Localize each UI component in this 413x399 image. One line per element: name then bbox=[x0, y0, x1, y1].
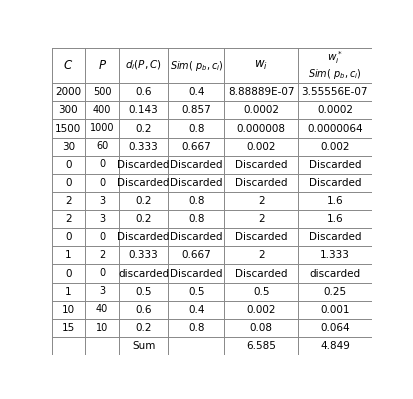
Text: discarded: discarded bbox=[118, 269, 169, 279]
Text: Discarded: Discarded bbox=[309, 160, 361, 170]
Text: 3: 3 bbox=[99, 286, 105, 296]
Text: 0: 0 bbox=[99, 268, 105, 278]
Text: $\mathit{w_i}$: $\mathit{w_i}$ bbox=[254, 59, 268, 72]
Text: 1: 1 bbox=[65, 251, 72, 261]
Text: 0: 0 bbox=[99, 232, 105, 242]
Text: 2: 2 bbox=[258, 251, 265, 261]
Text: 0.000008: 0.000008 bbox=[237, 124, 286, 134]
Text: 15: 15 bbox=[62, 323, 75, 333]
Text: 4.849: 4.849 bbox=[320, 341, 350, 351]
Text: 0.8: 0.8 bbox=[188, 124, 205, 134]
Text: 0.2: 0.2 bbox=[135, 323, 152, 333]
Text: 2000: 2000 bbox=[55, 87, 81, 97]
Text: 0.0002: 0.0002 bbox=[243, 105, 279, 115]
Text: 0: 0 bbox=[65, 232, 72, 242]
Text: 0.8: 0.8 bbox=[188, 323, 205, 333]
Text: 60: 60 bbox=[96, 141, 108, 151]
Text: 0.6: 0.6 bbox=[135, 305, 152, 315]
Text: 0.2: 0.2 bbox=[135, 214, 152, 224]
Text: Discarded: Discarded bbox=[117, 232, 170, 242]
Text: 0.002: 0.002 bbox=[320, 142, 350, 152]
Text: 1: 1 bbox=[65, 286, 72, 297]
Text: 0.667: 0.667 bbox=[182, 142, 211, 152]
Text: 0.4: 0.4 bbox=[188, 87, 205, 97]
Text: Discarded: Discarded bbox=[170, 232, 223, 242]
Text: 0.2: 0.2 bbox=[135, 196, 152, 206]
Text: 400: 400 bbox=[93, 105, 111, 115]
Text: 0.25: 0.25 bbox=[323, 286, 347, 297]
Text: Discarded: Discarded bbox=[117, 160, 170, 170]
Text: 0: 0 bbox=[99, 160, 105, 170]
Text: 6.585: 6.585 bbox=[246, 341, 276, 351]
Text: 0: 0 bbox=[65, 178, 72, 188]
Text: 30: 30 bbox=[62, 142, 75, 152]
Text: Discarded: Discarded bbox=[170, 160, 223, 170]
Text: 40: 40 bbox=[96, 304, 108, 314]
Text: $\mathit{Sim(\ p_b,c_i)}$: $\mathit{Sim(\ p_b,c_i)}$ bbox=[308, 67, 362, 81]
Text: 8.88889E-07: 8.88889E-07 bbox=[228, 87, 294, 97]
Text: 2: 2 bbox=[65, 196, 72, 206]
Text: Discarded: Discarded bbox=[235, 269, 287, 279]
Text: 1.6: 1.6 bbox=[327, 214, 343, 224]
Text: 500: 500 bbox=[93, 87, 111, 97]
Text: Discarded: Discarded bbox=[170, 269, 223, 279]
Text: $\mathit{P}$: $\mathit{P}$ bbox=[97, 59, 107, 72]
Text: 1.6: 1.6 bbox=[327, 196, 343, 206]
Text: 1500: 1500 bbox=[55, 124, 81, 134]
Text: Discarded: Discarded bbox=[309, 232, 361, 242]
Text: 0.8: 0.8 bbox=[188, 196, 205, 206]
Text: 0.002: 0.002 bbox=[247, 305, 276, 315]
Text: Discarded: Discarded bbox=[117, 178, 170, 188]
Text: 0.143: 0.143 bbox=[129, 105, 159, 115]
Text: 2: 2 bbox=[65, 214, 72, 224]
Text: $\mathit{C}$: $\mathit{C}$ bbox=[63, 59, 74, 72]
Text: 2: 2 bbox=[99, 250, 105, 260]
Text: 1000: 1000 bbox=[90, 123, 114, 133]
Text: 0.4: 0.4 bbox=[188, 305, 205, 315]
Text: 0.5: 0.5 bbox=[253, 286, 270, 297]
Text: 300: 300 bbox=[59, 105, 78, 115]
Text: 0.08: 0.08 bbox=[250, 323, 273, 333]
Text: 3: 3 bbox=[99, 214, 105, 224]
Text: 0.333: 0.333 bbox=[129, 142, 159, 152]
Text: 0.5: 0.5 bbox=[135, 286, 152, 297]
Text: 3.55556E-07: 3.55556E-07 bbox=[301, 87, 368, 97]
Text: $\mathit{Sim(\ p_b,c_i)}$: $\mathit{Sim(\ p_b,c_i)}$ bbox=[170, 59, 223, 73]
Text: 0.0000064: 0.0000064 bbox=[307, 124, 363, 134]
Text: 0.6: 0.6 bbox=[135, 87, 152, 97]
Text: Discarded: Discarded bbox=[235, 160, 287, 170]
Text: 0.667: 0.667 bbox=[182, 251, 211, 261]
Text: 0.2: 0.2 bbox=[135, 124, 152, 134]
Text: 0.8: 0.8 bbox=[188, 214, 205, 224]
Text: 0.0002: 0.0002 bbox=[317, 105, 353, 115]
Text: 10: 10 bbox=[62, 305, 75, 315]
Text: 0.002: 0.002 bbox=[247, 142, 276, 152]
Text: Discarded: Discarded bbox=[309, 178, 361, 188]
Text: $\mathit{d_i(P,C)}$: $\mathit{d_i(P,C)}$ bbox=[125, 59, 162, 72]
Text: 0.5: 0.5 bbox=[188, 286, 205, 297]
Text: 0: 0 bbox=[65, 269, 72, 279]
Text: 0.064: 0.064 bbox=[320, 323, 350, 333]
Text: 0.857: 0.857 bbox=[182, 105, 211, 115]
Text: Discarded: Discarded bbox=[235, 178, 287, 188]
Text: $\mathit{w_i^*}$: $\mathit{w_i^*}$ bbox=[327, 49, 343, 66]
Text: 0: 0 bbox=[65, 160, 72, 170]
Text: 0.001: 0.001 bbox=[320, 305, 350, 315]
Text: 0: 0 bbox=[99, 178, 105, 188]
Text: 1.333: 1.333 bbox=[320, 251, 350, 261]
Text: 3: 3 bbox=[99, 196, 105, 205]
Text: Discarded: Discarded bbox=[235, 232, 287, 242]
Text: 2: 2 bbox=[258, 214, 265, 224]
Text: Sum: Sum bbox=[132, 341, 155, 351]
Text: discarded: discarded bbox=[309, 269, 361, 279]
Text: 10: 10 bbox=[96, 322, 108, 332]
Text: 2: 2 bbox=[258, 196, 265, 206]
Text: 0.333: 0.333 bbox=[129, 251, 159, 261]
Text: Discarded: Discarded bbox=[170, 178, 223, 188]
